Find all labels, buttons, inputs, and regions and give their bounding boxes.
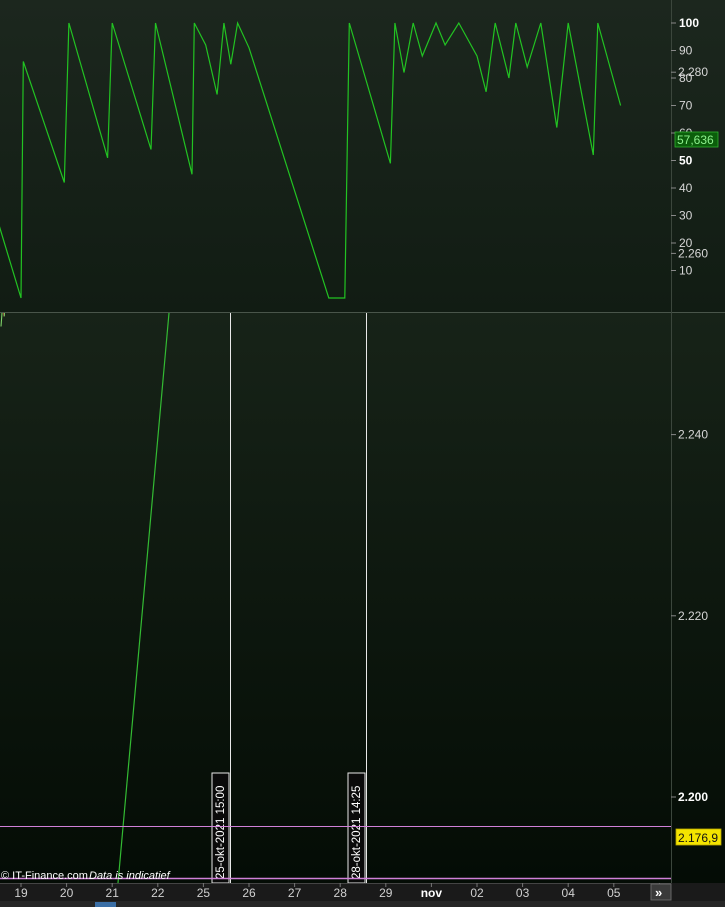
osc-tick-label: 50 [679, 154, 693, 168]
price-y-axis: 2.2002.2202.2402.2602.2802.3002.3202.340… [671, 65, 708, 804]
osc-tick-label: 90 [679, 44, 693, 58]
x-tick-label: 05 [607, 886, 621, 900]
x-tick-label: 04 [562, 886, 576, 900]
disclaimer-text: Data is indicatief [89, 870, 171, 882]
x-tick-label: 21 [106, 886, 120, 900]
oscillator-value-badge: 57,636 [674, 131, 719, 148]
osc-tick-label: 10 [679, 264, 693, 278]
oscillator-panel [0, 0, 725, 312]
price-tick-label: 2.200 [678, 790, 708, 804]
osc-tick-label: 30 [679, 209, 693, 223]
marker-label-2: 28-okt-2021 14:25 [347, 772, 366, 884]
price-series [0, 313, 5, 327]
osc-tick-label: 40 [679, 181, 693, 195]
x-tick-label: 26 [242, 886, 256, 900]
osc-tick-label: 100 [679, 16, 699, 30]
price-segment [0, 313, 3, 327]
x-tick-label: 27 [288, 886, 302, 900]
x-tick-label: 25 [197, 886, 211, 900]
x-tick-label: 28 [334, 886, 348, 900]
x-tick-label: 22 [151, 886, 165, 900]
marker-label-1-text: 25-okt-2021 15:00 [215, 786, 227, 879]
trend-line[interactable] [117, 312, 170, 884]
price-tick-label: 2.260 [678, 246, 708, 260]
x-tick-label: 19 [14, 886, 28, 900]
price-tick-label: 2.280 [678, 65, 708, 79]
taskbar-strip [0, 901, 725, 907]
osc-tick-label: 80 [679, 71, 693, 85]
price-tick-label: 2.240 [678, 428, 708, 442]
copyright-text: © IT-Finance.com [1, 870, 88, 882]
x-axis-bar [0, 883, 725, 901]
marker-label-2-text: 28-okt-2021 14:25 [351, 786, 363, 879]
osc-tick-label: 20 [679, 236, 693, 250]
x-axis: 192021222526272829nov020304050 [14, 883, 663, 900]
price-level-badge: 2.176,9 [675, 828, 722, 846]
osc-tick-label: 70 [679, 99, 693, 113]
taskbar-active-item [95, 902, 116, 907]
scroll-right-icon: » [655, 885, 662, 900]
x-tick-label: nov [421, 886, 443, 900]
price-tick-label: 2.220 [678, 609, 708, 623]
x-tick-label: 03 [516, 886, 530, 900]
marker-label-1: 25-okt-2021 15:00 [211, 772, 230, 884]
oscillator-line [0, 20, 622, 299]
x-tick-label: 02 [470, 886, 484, 900]
price-level-label: 2.176,9 [678, 831, 718, 845]
oscillator-y-axis: 102030405060708090100 [671, 16, 699, 278]
scroll-right-button[interactable]: » [650, 883, 672, 901]
x-tick-label: 20 [60, 886, 74, 900]
oscillator-value-label: 57,636 [677, 133, 714, 147]
x-tick-label: 29 [379, 886, 393, 900]
